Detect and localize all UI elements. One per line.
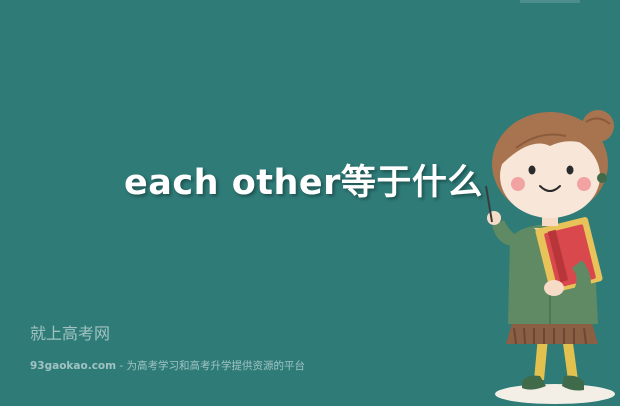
watermark-site: 93gaokao.com [30, 360, 117, 372]
watermark-brand-name: 就上高考网 [30, 324, 111, 343]
watermark-description: 为高考学习和高考升学提供资源的平台 [126, 360, 306, 372]
page-title: each other等于什么 [124, 163, 483, 203]
teacher-girl-illustration [485, 110, 615, 404]
watermark-separator: - [116, 360, 127, 372]
top-edge-mark [520, 0, 580, 3]
watermark-tagline: 93gaokao.com - 为高考学习和高考升学提供资源的平台 [30, 359, 305, 373]
